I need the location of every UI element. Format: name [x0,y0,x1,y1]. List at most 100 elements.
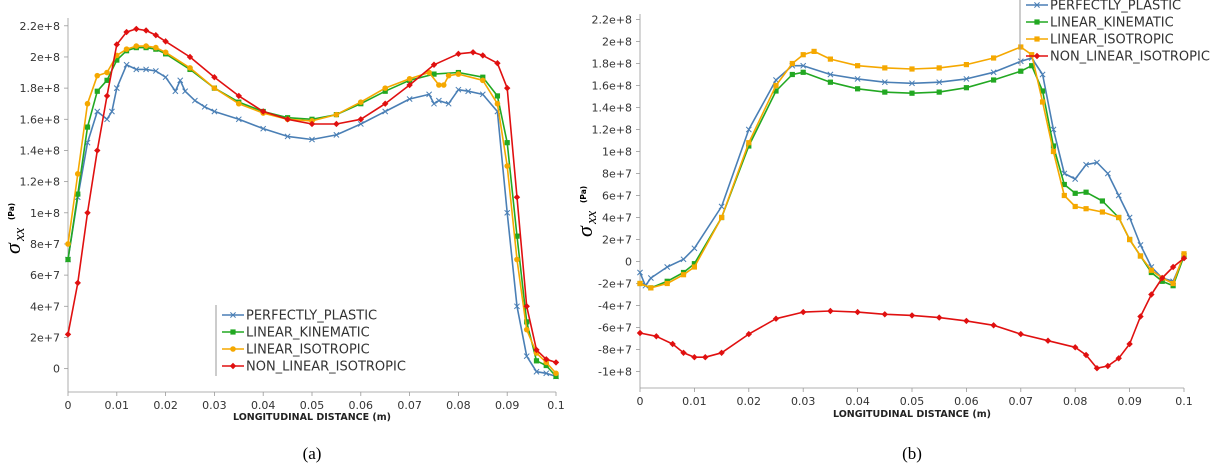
data-point [1039,71,1046,78]
data-point [718,349,725,356]
data-point [1082,351,1090,359]
data-point [1099,198,1105,204]
legend-label: LINEAR_KINEMATIC [1050,16,1174,31]
data-point [235,92,242,100]
data-point [882,89,888,95]
data-point [827,56,833,62]
data-point [855,86,861,92]
data-point [143,43,149,49]
data-point [909,80,915,87]
data-point [1094,159,1100,166]
data-point [719,214,725,221]
x-tick-label: 0.06 [349,399,374,412]
data-point [104,77,110,83]
y-axis-unit: (Pa) [579,186,588,203]
data-point [152,31,160,39]
data-point [455,71,462,77]
data-point [691,245,698,252]
data-point [800,308,807,316]
x-tick-label: 0.04 [251,399,276,412]
data-point [260,125,267,132]
data-point [309,136,315,143]
data-point [523,326,530,333]
data-point [333,111,340,118]
legend-label: LINEAR_ISOTROPIC [1050,33,1174,48]
legend-swatch-marker [1033,52,1041,60]
data-point [881,79,888,86]
data-point [143,66,150,73]
data-point [114,57,120,63]
legend-label: PERFECTLY_PLASTIC [1050,0,1181,14]
data-point [382,88,388,94]
y-tick-label: 0 [625,256,632,269]
data-point [789,60,795,67]
data-point [553,373,559,380]
data-point [1017,330,1024,338]
data-point [514,303,520,310]
data-point [123,28,130,36]
y-tick-label: 4e+7 [30,300,60,313]
data-point [108,108,115,115]
data-point [480,74,486,80]
data-point [182,88,189,95]
legend-swatch-marker [230,346,236,352]
data-point [1126,340,1133,348]
data-point [494,59,501,67]
data-point [1115,192,1122,199]
data-point [1039,88,1046,94]
data-point [65,256,71,263]
legend-label: LINEAR_ISOTROPIC [246,343,370,358]
data-point [162,74,169,81]
legend-swatch-marker [229,362,237,370]
data-point [211,74,218,81]
legend-swatch-marker [230,329,236,335]
data-point [637,269,643,276]
data-point [187,65,193,71]
data-point [513,194,521,201]
data-point [152,68,159,74]
data-point [664,280,670,287]
data-point [1018,44,1024,50]
data-point [1181,251,1187,257]
data-point [648,285,654,291]
y-tick-label: 1e+8 [602,146,632,159]
y-tick-label: 1.8e+8 [20,82,60,95]
data-point [455,50,462,58]
x-tick-label: 0.02 [153,399,178,412]
x-tick-label: 0.03 [202,399,227,412]
data-point [426,69,432,76]
y-tick-label: 2e+8 [30,51,60,64]
data-point [133,25,140,33]
data-point [533,368,540,375]
data-point [702,354,709,361]
data-point [636,329,644,337]
data-point [773,77,779,83]
y-tick-label: -4e+7 [598,300,632,313]
x-tick-label: 0.01 [105,399,130,412]
data-point [333,120,340,128]
data-point [469,49,477,56]
data-point [991,77,997,83]
data-point [827,79,833,85]
data-point [647,275,654,281]
data-point [773,88,779,94]
data-point [1116,214,1122,221]
data-point [162,49,169,56]
data-point [1072,176,1079,182]
data-point [936,79,943,86]
y-tick-label: 1.2e+8 [20,176,60,189]
data-point [1180,255,1188,262]
data-point [680,256,687,263]
data-point [382,100,389,107]
x-tick-label: 0.08 [1063,395,1088,408]
data-point [94,88,100,94]
figure-caption: (a) [303,444,322,463]
figure-caption: (b) [902,444,922,463]
data-point [514,233,520,239]
data-point [113,41,120,48]
data-point [746,140,752,146]
data-point [936,89,942,95]
data-point [382,108,389,115]
data-point [963,85,969,91]
data-point [133,66,140,73]
